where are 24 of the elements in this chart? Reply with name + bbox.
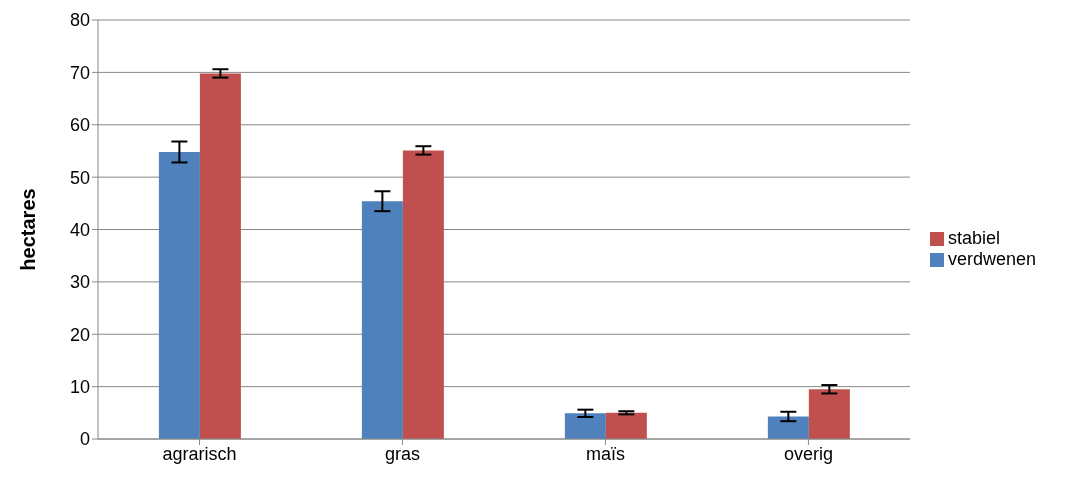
x-tick-label: maïs [585,443,625,464]
y-tick-label: 50 [69,167,90,188]
bar [564,413,606,439]
x-tick-label: agrarisch [162,443,237,464]
bar [605,412,647,439]
bar [199,73,241,439]
y-tick-label: 20 [69,324,90,345]
bar [402,150,444,439]
legend-label: stabiel [947,227,1000,248]
y-tick-label: 0 [79,429,90,450]
y-tick-label: 10 [69,377,90,398]
y-tick-label: 30 [69,272,90,293]
y-tick-label: 60 [69,115,90,136]
x-tick-label: overig [783,443,833,464]
bar [158,151,200,439]
y-axis-title: hectares [17,188,40,271]
bar [767,416,809,439]
y-tick-label: 70 [69,62,90,83]
y-tick-label: 40 [69,219,90,240]
bar [361,201,403,439]
y-tick-label: 80 [69,10,90,31]
x-tick-label: gras [384,443,420,464]
legend-label: verdwenen [947,248,1036,269]
bar [808,389,850,439]
